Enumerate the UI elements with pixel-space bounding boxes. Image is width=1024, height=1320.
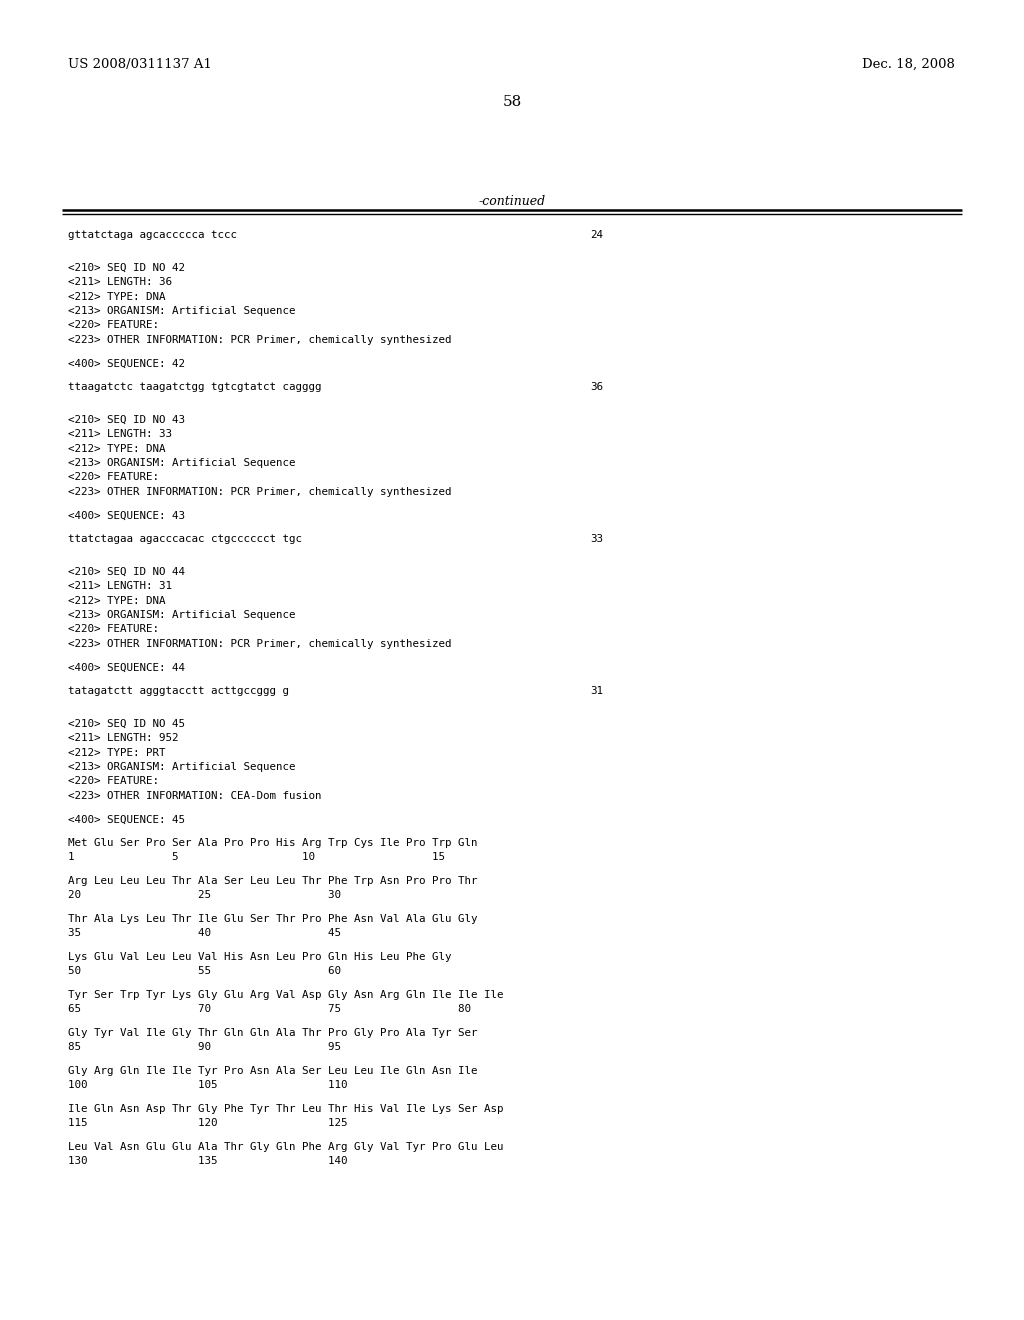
- Text: <223> OTHER INFORMATION: PCR Primer, chemically synthesized: <223> OTHER INFORMATION: PCR Primer, che…: [68, 335, 452, 345]
- Text: <210> SEQ ID NO 44: <210> SEQ ID NO 44: [68, 566, 185, 577]
- Text: <400> SEQUENCE: 45: <400> SEQUENCE: 45: [68, 814, 185, 825]
- Text: <220> FEATURE:: <220> FEATURE:: [68, 321, 159, 330]
- Text: Arg Leu Leu Leu Thr Ala Ser Leu Leu Thr Phe Trp Asn Pro Pro Thr: Arg Leu Leu Leu Thr Ala Ser Leu Leu Thr …: [68, 876, 477, 886]
- Text: 100                 105                 110: 100 105 110: [68, 1081, 347, 1090]
- Text: Dec. 18, 2008: Dec. 18, 2008: [862, 58, 955, 71]
- Text: <400> SEQUENCE: 43: <400> SEQUENCE: 43: [68, 511, 185, 520]
- Text: <212> TYPE: PRT: <212> TYPE: PRT: [68, 747, 166, 758]
- Text: 35                  40                  45: 35 40 45: [68, 928, 341, 939]
- Text: <210> SEQ ID NO 43: <210> SEQ ID NO 43: [68, 414, 185, 425]
- Text: 20                  25                  30: 20 25 30: [68, 891, 341, 900]
- Text: Ile Gln Asn Asp Thr Gly Phe Tyr Thr Leu Thr His Val Ile Lys Ser Asp: Ile Gln Asn Asp Thr Gly Phe Tyr Thr Leu …: [68, 1104, 504, 1114]
- Text: 24: 24: [590, 230, 603, 240]
- Text: <211> LENGTH: 31: <211> LENGTH: 31: [68, 581, 172, 591]
- Text: <220> FEATURE:: <220> FEATURE:: [68, 473, 159, 483]
- Text: Met Glu Ser Pro Ser Ala Pro Pro His Arg Trp Cys Ile Pro Trp Gln: Met Glu Ser Pro Ser Ala Pro Pro His Arg …: [68, 838, 477, 847]
- Text: 50                  55                  60: 50 55 60: [68, 966, 341, 977]
- Text: <210> SEQ ID NO 42: <210> SEQ ID NO 42: [68, 263, 185, 272]
- Text: Leu Val Asn Glu Glu Ala Thr Gly Gln Phe Arg Gly Val Tyr Pro Glu Leu: Leu Val Asn Glu Glu Ala Thr Gly Gln Phe …: [68, 1142, 504, 1152]
- Text: <213> ORGANISM: Artificial Sequence: <213> ORGANISM: Artificial Sequence: [68, 762, 296, 772]
- Text: <213> ORGANISM: Artificial Sequence: <213> ORGANISM: Artificial Sequence: [68, 306, 296, 315]
- Text: 1               5                   10                  15: 1 5 10 15: [68, 853, 445, 862]
- Text: <400> SEQUENCE: 42: <400> SEQUENCE: 42: [68, 359, 185, 368]
- Text: <223> OTHER INFORMATION: PCR Primer, chemically synthesized: <223> OTHER INFORMATION: PCR Primer, che…: [68, 487, 452, 498]
- Text: <213> ORGANISM: Artificial Sequence: <213> ORGANISM: Artificial Sequence: [68, 458, 296, 469]
- Text: <220> FEATURE:: <220> FEATURE:: [68, 776, 159, 787]
- Text: <210> SEQ ID NO 45: <210> SEQ ID NO 45: [68, 718, 185, 729]
- Text: -continued: -continued: [478, 195, 546, 209]
- Text: <212> TYPE: DNA: <212> TYPE: DNA: [68, 444, 166, 454]
- Text: 115                 120                 125: 115 120 125: [68, 1118, 347, 1129]
- Text: 85                  90                  95: 85 90 95: [68, 1043, 341, 1052]
- Text: <211> LENGTH: 36: <211> LENGTH: 36: [68, 277, 172, 286]
- Text: <223> OTHER INFORMATION: CEA-Dom fusion: <223> OTHER INFORMATION: CEA-Dom fusion: [68, 791, 322, 801]
- Text: Thr Ala Lys Leu Thr Ile Glu Ser Thr Pro Phe Asn Val Ala Glu Gly: Thr Ala Lys Leu Thr Ile Glu Ser Thr Pro …: [68, 913, 477, 924]
- Text: <400> SEQUENCE: 44: <400> SEQUENCE: 44: [68, 663, 185, 672]
- Text: <212> TYPE: DNA: <212> TYPE: DNA: [68, 595, 166, 606]
- Text: Tyr Ser Trp Tyr Lys Gly Glu Arg Val Asp Gly Asn Arg Gln Ile Ile Ile: Tyr Ser Trp Tyr Lys Gly Glu Arg Val Asp …: [68, 990, 504, 1001]
- Text: <213> ORGANISM: Artificial Sequence: <213> ORGANISM: Artificial Sequence: [68, 610, 296, 620]
- Text: ttaagatctc taagatctgg tgtcgtatct cagggg: ttaagatctc taagatctgg tgtcgtatct cagggg: [68, 381, 322, 392]
- Text: gttatctaga agcaccccca tccc: gttatctaga agcaccccca tccc: [68, 230, 237, 240]
- Text: tatagatctt agggtacctt acttgccggg g: tatagatctt agggtacctt acttgccggg g: [68, 686, 289, 696]
- Text: <211> LENGTH: 952: <211> LENGTH: 952: [68, 733, 178, 743]
- Text: <212> TYPE: DNA: <212> TYPE: DNA: [68, 292, 166, 301]
- Text: <223> OTHER INFORMATION: PCR Primer, chemically synthesized: <223> OTHER INFORMATION: PCR Primer, che…: [68, 639, 452, 649]
- Text: 58: 58: [503, 95, 521, 110]
- Text: 31: 31: [590, 686, 603, 696]
- Text: <220> FEATURE:: <220> FEATURE:: [68, 624, 159, 635]
- Text: Gly Tyr Val Ile Gly Thr Gln Gln Ala Thr Pro Gly Pro Ala Tyr Ser: Gly Tyr Val Ile Gly Thr Gln Gln Ala Thr …: [68, 1028, 477, 1038]
- Text: Gly Arg Gln Ile Ile Tyr Pro Asn Ala Ser Leu Leu Ile Gln Asn Ile: Gly Arg Gln Ile Ile Tyr Pro Asn Ala Ser …: [68, 1067, 477, 1076]
- Text: 36: 36: [590, 381, 603, 392]
- Text: US 2008/0311137 A1: US 2008/0311137 A1: [68, 58, 212, 71]
- Text: ttatctagaa agacccacac ctgcccccct tgc: ttatctagaa agacccacac ctgcccccct tgc: [68, 535, 302, 544]
- Text: <211> LENGTH: 33: <211> LENGTH: 33: [68, 429, 172, 440]
- Text: Lys Glu Val Leu Leu Val His Asn Leu Pro Gln His Leu Phe Gly: Lys Glu Val Leu Leu Val His Asn Leu Pro …: [68, 952, 452, 962]
- Text: 33: 33: [590, 535, 603, 544]
- Text: 65                  70                  75                  80: 65 70 75 80: [68, 1005, 471, 1015]
- Text: 130                 135                 140: 130 135 140: [68, 1156, 347, 1167]
